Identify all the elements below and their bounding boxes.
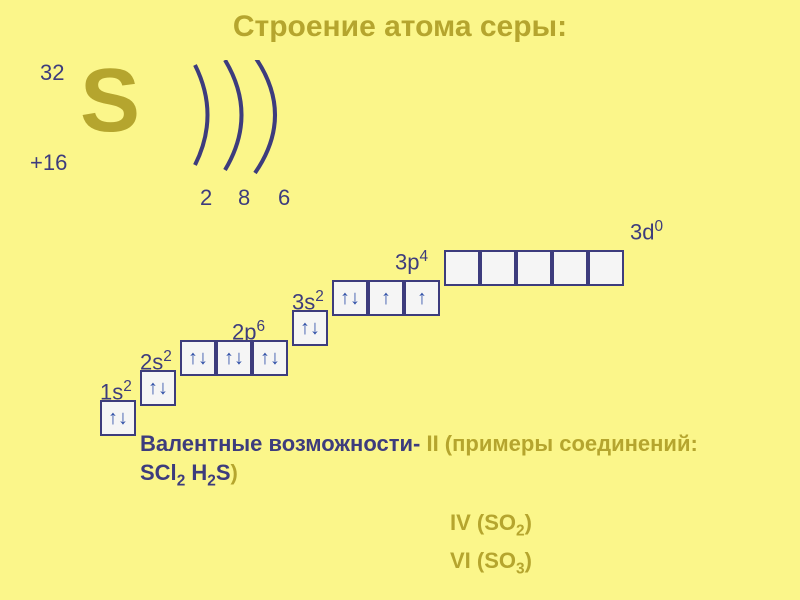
- shell-n1: 2: [200, 185, 212, 211]
- orbital-box-2s-0: ↑↓: [140, 370, 176, 406]
- electron-shells: [180, 60, 360, 190]
- mass-number: 32: [40, 60, 64, 86]
- orbital-box-3d-4: [588, 250, 624, 286]
- orbital-box-3d-3: [552, 250, 588, 286]
- orbital-box-3d-1: [480, 250, 516, 286]
- element-symbol: S: [80, 50, 140, 153]
- orbital-box-3p-1: ↑: [368, 280, 404, 316]
- orbital-box-3p-0: ↑↓: [332, 280, 368, 316]
- shell-n3: 6: [278, 185, 290, 211]
- valence-compounds-1: SCl2 H2S: [140, 460, 231, 485]
- orbital-box-3s-0: ↑↓: [292, 310, 328, 346]
- orbital-box-1s-0: ↑↓: [100, 400, 136, 436]
- orbital-box-3d-0: [444, 250, 480, 286]
- page-title: Строение атома серы:: [0, 10, 800, 44]
- orbital-label-3p: 3p4: [395, 248, 428, 275]
- orbital-box-3p-2: ↑: [404, 280, 440, 316]
- orbital-label-3d: 3d0: [630, 218, 663, 245]
- orbital-box-2p-1: ↑↓: [216, 340, 252, 376]
- valence-state-2: IV (SO2): [450, 510, 532, 540]
- orbital-box-2p-2: ↑↓: [252, 340, 288, 376]
- valence-state-3: VI (SO3): [450, 548, 532, 578]
- valence-roman-1: II: [426, 431, 444, 456]
- orbital-box-2p-0: ↑↓: [180, 340, 216, 376]
- orbital-box-3d-2: [516, 250, 552, 286]
- valence-suffix: (примеры соединений:: [445, 431, 698, 456]
- nuclear-charge: +16: [30, 150, 67, 176]
- valence-prefix: Валентные возможности-: [140, 431, 426, 456]
- shell-n2: 8: [238, 185, 250, 211]
- valence-text: Валентные возможности- II (примеры соеди…: [140, 430, 740, 491]
